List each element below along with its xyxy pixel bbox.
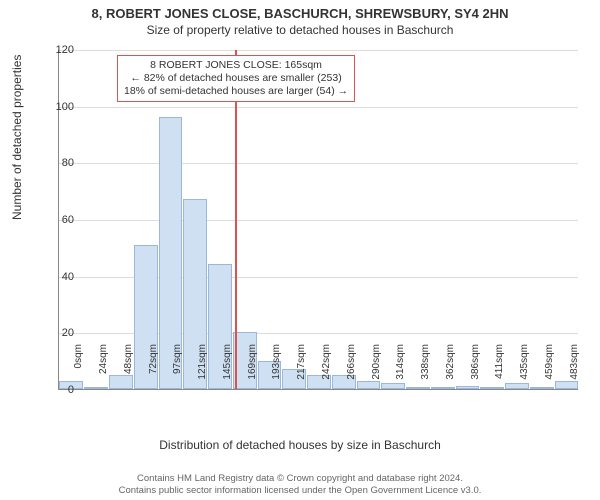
x-tick-label: 435sqm [519, 344, 530, 380]
x-tick-label: 72sqm [148, 344, 159, 374]
histogram-bar [456, 386, 480, 389]
x-tick-label: 48sqm [123, 344, 134, 374]
gridline [59, 107, 578, 108]
x-tick-label: 242sqm [321, 344, 332, 380]
y-tick-label: 0 [44, 384, 74, 396]
x-tick-label: 24sqm [98, 344, 109, 374]
x-tick-label: 483sqm [569, 344, 580, 380]
gridline [59, 163, 578, 164]
chart-title: 8, ROBERT JONES CLOSE, BASCHURCH, SHREWS… [0, 0, 600, 21]
footer-line1: Contains HM Land Registry data © Crown c… [0, 473, 600, 484]
x-tick-label: 411sqm [494, 344, 505, 379]
histogram-bar [505, 383, 529, 389]
y-tick-label: 20 [44, 327, 74, 339]
footer-attribution: Contains HM Land Registry data © Crown c… [0, 473, 600, 496]
histogram-bar [109, 375, 133, 389]
x-tick-label: 145sqm [222, 344, 233, 380]
histogram-bar [480, 387, 504, 389]
gridline [59, 50, 578, 51]
gridline [59, 220, 578, 221]
x-tick-label: 362sqm [445, 344, 456, 380]
histogram-bar [431, 387, 455, 389]
x-axis-label: Distribution of detached houses by size … [0, 438, 600, 452]
callout-line: 18% of semi-detached houses are larger (… [124, 85, 348, 98]
chart-area: 8 ROBERT JONES CLOSE: 165sqm← 82% of det… [58, 50, 578, 390]
histogram-bar [357, 381, 381, 390]
y-axis-label: Number of detached properties [10, 55, 24, 220]
y-tick-label: 60 [44, 214, 74, 226]
x-tick-label: 266sqm [346, 344, 357, 380]
x-tick-label: 338sqm [420, 344, 431, 380]
x-tick-label: 97sqm [172, 344, 183, 374]
plot-region: 8 ROBERT JONES CLOSE: 165sqm← 82% of det… [58, 50, 578, 390]
histogram-bar [381, 383, 405, 389]
x-tick-label: 169sqm [247, 344, 258, 380]
property-callout: 8 ROBERT JONES CLOSE: 165sqm← 82% of det… [117, 55, 355, 102]
y-tick-label: 40 [44, 271, 74, 283]
histogram-bar [555, 381, 579, 390]
y-tick-label: 120 [44, 44, 74, 56]
histogram-bar [530, 387, 554, 389]
x-tick-label: 290sqm [371, 344, 382, 380]
callout-line: 8 ROBERT JONES CLOSE: 165sqm [124, 59, 348, 72]
histogram-bar [84, 387, 108, 389]
callout-line: ← 82% of detached houses are smaller (25… [124, 72, 348, 85]
footer-line2: Contains public sector information licen… [0, 485, 600, 496]
y-tick-label: 100 [44, 101, 74, 113]
y-tick-label: 80 [44, 157, 74, 169]
x-tick-label: 459sqm [544, 344, 555, 380]
histogram-bar [406, 387, 430, 389]
x-tick-label: 0sqm [73, 344, 84, 368]
x-tick-label: 217sqm [296, 344, 307, 380]
x-tick-label: 121sqm [197, 344, 208, 380]
chart-subtitle: Size of property relative to detached ho… [0, 21, 600, 37]
x-tick-label: 386sqm [470, 344, 481, 380]
x-tick-label: 314sqm [395, 344, 406, 380]
x-tick-label: 193sqm [271, 344, 282, 380]
